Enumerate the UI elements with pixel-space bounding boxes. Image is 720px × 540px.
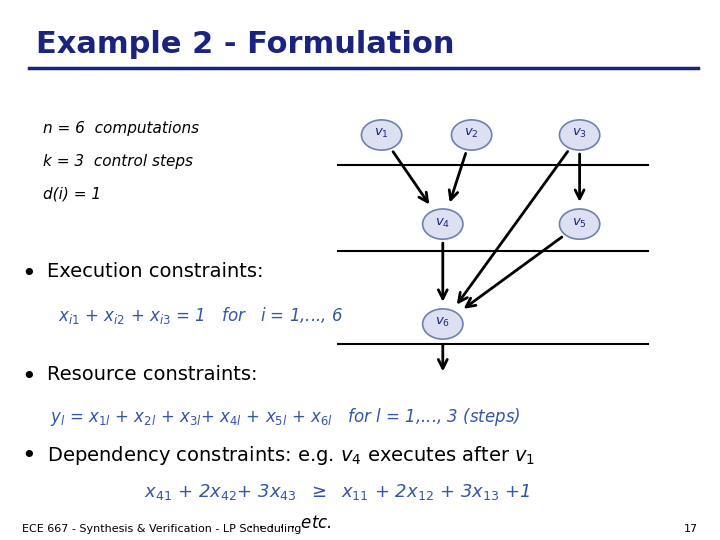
Text: . . . . . $etc$.: . . . . . $etc$. [248, 514, 332, 532]
Circle shape [423, 309, 463, 339]
Text: d(i) = 1: d(i) = 1 [43, 186, 102, 201]
Text: •: • [22, 262, 36, 286]
Text: Execution constraints:: Execution constraints: [47, 262, 264, 281]
Text: $v_6$: $v_6$ [436, 316, 450, 329]
Text: k = 3  control steps: k = 3 control steps [43, 154, 193, 169]
Circle shape [559, 209, 600, 239]
Text: $x_{41}$ + 2$x_{42}$+ 3$x_{43}$  $\geq$  $x_{11}$ + 2$x_{12}$ + 3$x_{13}$ +1: $x_{41}$ + 2$x_{42}$+ 3$x_{43}$ $\geq$ $… [144, 482, 531, 502]
Text: $v_2$: $v_2$ [464, 127, 479, 140]
Text: $v_5$: $v_5$ [572, 217, 587, 230]
Text: 17: 17 [684, 523, 698, 534]
Text: ECE 667 - Synthesis & Verification - LP Scheduling: ECE 667 - Synthesis & Verification - LP … [22, 523, 301, 534]
Text: n = 6  computations: n = 6 computations [43, 122, 199, 137]
Circle shape [361, 120, 402, 150]
Text: •: • [22, 444, 36, 468]
Circle shape [451, 120, 492, 150]
Text: •: • [22, 364, 36, 388]
Text: Example 2 - Formulation: Example 2 - Formulation [36, 30, 454, 59]
Circle shape [559, 120, 600, 150]
Text: $x_{i1}$ + $x_{i2}$ + $x_{i3}$ = 1   for   $i$ = 1,..., 6: $x_{i1}$ + $x_{i2}$ + $x_{i3}$ = 1 for $… [58, 305, 343, 326]
Circle shape [423, 209, 463, 239]
Text: Resource constraints:: Resource constraints: [47, 364, 257, 383]
Text: Dependency constraints: e.g. $v_4$ executes after $v_1$: Dependency constraints: e.g. $v_4$ execu… [47, 444, 535, 467]
Text: $v_4$: $v_4$ [435, 217, 451, 230]
Text: $v_1$: $v_1$ [374, 127, 389, 140]
Text: $y_l$ = $x_{1l}$ + $x_{2l}$ + $x_{3l}$+ $x_{4l}$ + $x_{5l}$ + $x_{6l}$   for $l$: $y_l$ = $x_{1l}$ + $x_{2l}$ + $x_{3l}$+ … [50, 406, 521, 428]
Text: $v_3$: $v_3$ [572, 127, 587, 140]
